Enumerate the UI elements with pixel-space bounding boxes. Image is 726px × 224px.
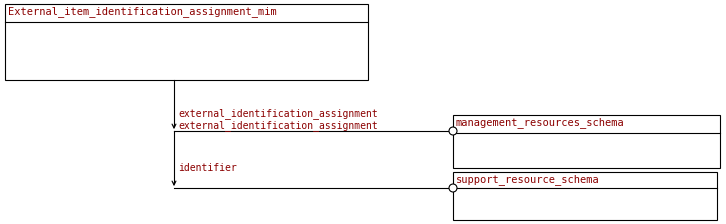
Bar	[453, 172, 717, 220]
Text: support_resource_schema: support_resource_schema	[456, 174, 600, 185]
Bar	[453, 115, 720, 168]
Text: external_identification_assignment: external_identification_assignment	[178, 108, 378, 119]
Text: external_identification_assignment: external_identification_assignment	[178, 120, 378, 131]
Text: identifier: identifier	[178, 163, 237, 173]
Bar	[5, 4, 368, 80]
Circle shape	[449, 127, 457, 135]
Text: management_resources_schema: management_resources_schema	[456, 117, 625, 128]
Circle shape	[449, 184, 457, 192]
Text: External_item_identification_assignment_mim: External_item_identification_assignment_…	[8, 6, 277, 17]
